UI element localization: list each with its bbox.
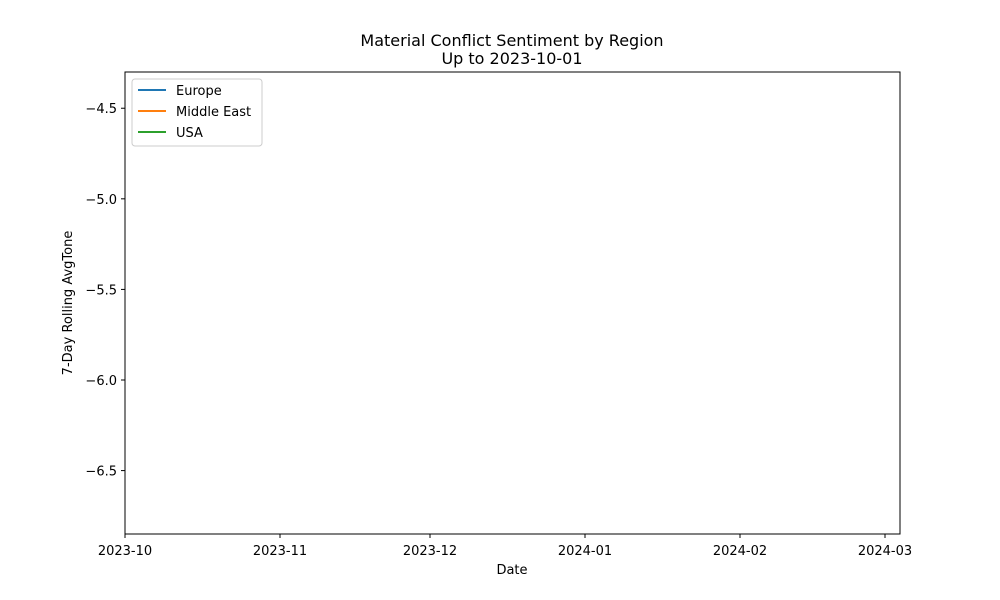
x-tick-label: 2023-11	[253, 544, 307, 559]
x-tick-label: 2024-01	[558, 544, 612, 559]
x-tick-label: 2024-02	[713, 544, 767, 559]
x-axis-label: Date	[496, 563, 527, 578]
legend-label: Europe	[176, 84, 222, 99]
y-tick-label: −6.5	[85, 465, 117, 480]
plot-frame	[124, 71, 901, 535]
y-tick-label: −6.0	[85, 374, 117, 389]
legend: Europe Middle East USA	[131, 78, 263, 147]
legend-label: USA	[176, 126, 203, 141]
legend-box	[131, 78, 263, 147]
y-axis-ticks: −4.5 −5.0 −5.5 −6.0 −6.5	[85, 102, 125, 480]
y-tick-label: −4.5	[85, 102, 117, 117]
y-tick-label: −5.0	[85, 193, 117, 208]
x-tick-label: 2023-12	[403, 544, 457, 559]
x-axis-ticks: 2023-10 2023-11 2023-12 2024-01 2024-02 2024-…	[98, 534, 912, 559]
chart-subtitle: Up to 2023-10-01	[441, 49, 582, 68]
y-axis-label: 7-Day Rolling AvgTone	[61, 231, 76, 376]
legend-label: Middle East	[176, 105, 251, 120]
chart-title: Material Conflict Sentiment by Region	[360, 31, 663, 50]
y-tick-label: −5.5	[85, 283, 117, 298]
x-tick-label: 2024-03	[858, 544, 912, 559]
x-tick-label: 2023-10	[98, 544, 152, 559]
